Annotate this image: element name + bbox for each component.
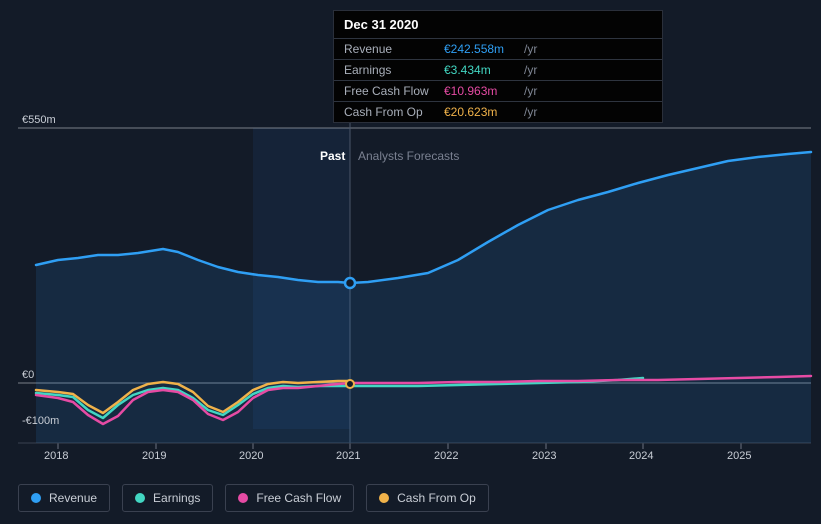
- tooltip-row-label: Revenue: [344, 42, 444, 56]
- x-axis-label: 2020: [239, 450, 263, 462]
- tooltip-date: Dec 31 2020: [334, 11, 662, 38]
- legend-swatch: [379, 493, 389, 503]
- tooltip-row-value: €242.558m: [444, 42, 524, 56]
- past-label: Past: [320, 149, 345, 163]
- data-tooltip: Dec 31 2020 Revenue€242.558m/yrEarnings€…: [333, 10, 663, 123]
- legend-label: Revenue: [49, 491, 97, 505]
- tooltip-row: Revenue€242.558m/yr: [334, 38, 662, 59]
- x-axis-label: 2024: [629, 450, 653, 462]
- tooltip-row-value: €3.434m: [444, 63, 524, 77]
- x-axis-label: 2025: [727, 450, 751, 462]
- legend-swatch: [238, 493, 248, 503]
- x-axis-label: 2018: [44, 450, 68, 462]
- tooltip-row-value: €10.963m: [444, 84, 524, 98]
- x-axis-label: 2019: [142, 450, 166, 462]
- legend-label: Cash From Op: [397, 491, 476, 505]
- tooltip-row-suffix: /yr: [524, 42, 537, 56]
- tooltip-row: Cash From Op€20.623m/yr: [334, 101, 662, 122]
- tooltip-row-suffix: /yr: [524, 105, 537, 119]
- legend-item-revenue[interactable]: Revenue: [18, 484, 110, 512]
- x-axis-label: 2023: [532, 450, 556, 462]
- legend: Revenue Earnings Free Cash Flow Cash From O…: [18, 484, 489, 512]
- legend-item-fcf[interactable]: Free Cash Flow: [225, 484, 354, 512]
- forecast-label: Analysts Forecasts: [358, 149, 459, 163]
- x-axis-label: 2022: [434, 450, 458, 462]
- legend-item-earnings[interactable]: Earnings: [122, 484, 213, 512]
- tooltip-row-label: Free Cash Flow: [344, 84, 444, 98]
- legend-swatch: [135, 493, 145, 503]
- legend-item-cfo[interactable]: Cash From Op: [366, 484, 489, 512]
- y-axis-label: -€100m: [22, 415, 59, 427]
- tooltip-row-value: €20.623m: [444, 105, 524, 119]
- legend-label: Earnings: [153, 491, 200, 505]
- legend-label: Free Cash Flow: [256, 491, 341, 505]
- tooltip-row-label: Cash From Op: [344, 105, 444, 119]
- tooltip-row: Earnings€3.434m/yr: [334, 59, 662, 80]
- legend-swatch: [31, 493, 41, 503]
- y-axis-label: €550m: [22, 114, 56, 126]
- tooltip-row-label: Earnings: [344, 63, 444, 77]
- tooltip-row: Free Cash Flow€10.963m/yr: [334, 80, 662, 101]
- tooltip-row-suffix: /yr: [524, 63, 537, 77]
- y-axis-label: €0: [22, 369, 34, 381]
- x-axis-label: 2021: [336, 450, 360, 462]
- tooltip-row-suffix: /yr: [524, 84, 537, 98]
